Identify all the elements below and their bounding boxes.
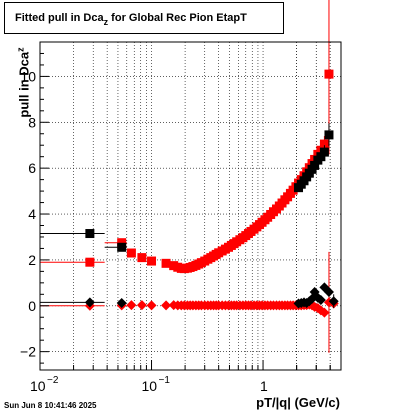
- data-point-diamond: [315, 295, 326, 306]
- x-tick-label: 1: [260, 378, 268, 394]
- plot-frame: [39, 41, 342, 371]
- timestamp: Sun Jun 8 10:41:46 2025: [4, 401, 97, 410]
- y-axis-label: pull in Dcaz: [15, 47, 32, 118]
- data-point-square: [161, 258, 171, 268]
- data-point-square: [126, 248, 136, 258]
- data-point-diamond: [319, 307, 330, 318]
- data-point-square: [85, 229, 95, 239]
- y-tick-label: 10: [20, 68, 36, 84]
- data-point-diamond: [146, 300, 157, 311]
- x-axis-label: pT/|q| (GeV/c): [256, 395, 340, 410]
- grid-lines: [40, 42, 342, 370]
- chart-title: Fitted pull in Dcaz for Global Rec Pion …: [15, 12, 247, 27]
- y-tick-label: 2: [28, 252, 36, 268]
- bin-width-lines: [40, 233, 127, 307]
- data-point-square: [310, 160, 320, 170]
- data-point-square: [137, 253, 147, 263]
- y-tick-label: 0: [28, 298, 36, 314]
- y-tick-label: 4: [28, 206, 36, 222]
- data-point-diamond: [126, 300, 137, 311]
- data-point-square: [324, 130, 334, 140]
- data-point-square: [85, 257, 95, 267]
- x-tick-label-exponent: −1: [159, 375, 171, 386]
- x-tick-label-exponent: −2: [47, 375, 59, 386]
- data-point-diamond: [136, 300, 147, 311]
- y-tick-label: −2: [20, 344, 36, 360]
- data-point-diamond: [323, 287, 334, 298]
- y-tick-label: 6: [28, 160, 36, 176]
- data-point-square: [147, 256, 157, 266]
- data-point-diamond: [116, 298, 127, 309]
- x-tick-label: 10: [30, 378, 46, 394]
- data-point-square: [319, 147, 329, 157]
- y-tick-label: 8: [28, 114, 36, 130]
- title-box: Fitted pull in Dcaz for Global Rec Pion …: [4, 2, 284, 34]
- x-tick-label: 10: [142, 378, 158, 394]
- data-point-square: [117, 238, 127, 248]
- data-point-diamond: [328, 296, 339, 307]
- data-point-square: [316, 152, 326, 162]
- data-point-square: [319, 139, 329, 149]
- data-point-square: [117, 242, 127, 252]
- data-points: [84, 0, 339, 353]
- data-point-diamond: [161, 300, 172, 311]
- data-point-square: [324, 69, 334, 79]
- data-point-diamond: [84, 297, 95, 308]
